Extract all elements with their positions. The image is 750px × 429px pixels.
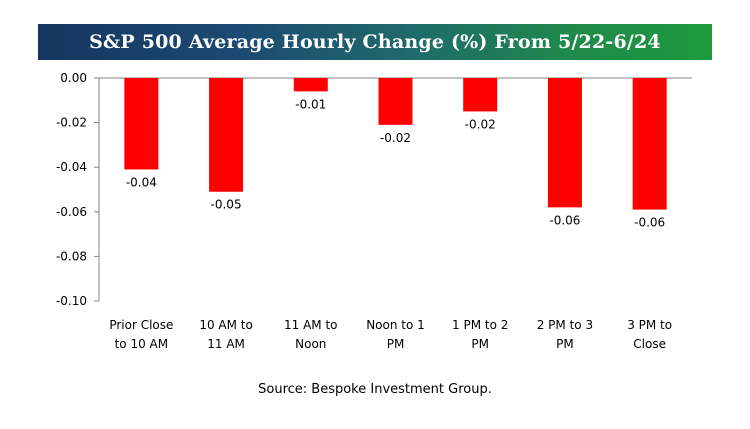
bar xyxy=(209,78,244,192)
x-tick-label: Noon to 1 xyxy=(366,318,425,332)
y-tick-label: -0.08 xyxy=(56,249,87,263)
bar xyxy=(547,78,582,208)
x-tick-label: 11 AM xyxy=(207,337,245,351)
bar xyxy=(124,78,159,170)
x-tick-label: 2 PM to 3 xyxy=(537,318,593,332)
x-tick-label: Noon xyxy=(295,337,326,351)
x-tick-label: PM xyxy=(556,337,574,351)
source-note: Source: Bespoke Investment Group. xyxy=(258,382,492,397)
data-label: -0.05 xyxy=(211,198,242,212)
x-tick-label: 10 AM to xyxy=(199,318,253,332)
x-tick-label: 1 PM to 2 xyxy=(452,318,508,332)
bar xyxy=(463,78,498,112)
data-label: -0.06 xyxy=(634,216,665,230)
data-label: -0.06 xyxy=(549,213,580,227)
data-label: -0.02 xyxy=(465,117,496,131)
data-label: -0.04 xyxy=(126,175,157,189)
x-tick-label: Close xyxy=(633,337,666,351)
y-tick-label: 0.00 xyxy=(60,71,87,85)
x-tick-label: 11 AM to xyxy=(284,318,338,332)
y-tick-label: -0.06 xyxy=(56,205,87,219)
bar xyxy=(632,78,667,210)
y-tick-label: -0.04 xyxy=(56,160,87,174)
chart-title-bar: S&P 500 Average Hourly Change (%) From 5… xyxy=(38,24,712,60)
data-label: -0.01 xyxy=(295,97,326,111)
x-tick-label: PM xyxy=(471,337,489,351)
x-tick-label: PM xyxy=(387,337,405,351)
y-tick-label: -0.02 xyxy=(56,116,87,130)
x-tick-label: Prior Close xyxy=(109,318,173,332)
data-label: -0.02 xyxy=(380,131,411,145)
x-tick-label: to 10 AM xyxy=(115,337,169,351)
bar xyxy=(293,78,328,92)
bar xyxy=(378,78,413,125)
y-tick-label: -0.10 xyxy=(56,294,87,308)
chart-title: S&P 500 Average Hourly Change (%) From 5… xyxy=(89,31,661,53)
x-tick-label: 3 PM to xyxy=(627,318,672,332)
